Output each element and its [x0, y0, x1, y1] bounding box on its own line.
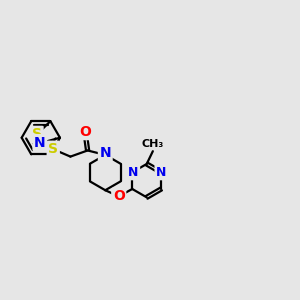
Text: CH₃: CH₃	[142, 139, 164, 149]
Text: N: N	[156, 166, 166, 179]
Text: O: O	[113, 189, 125, 203]
Text: S: S	[48, 142, 58, 156]
Text: O: O	[79, 124, 91, 139]
Text: N: N	[34, 136, 46, 150]
Text: N: N	[100, 146, 111, 160]
Text: S: S	[32, 128, 42, 141]
Text: N: N	[128, 166, 139, 179]
